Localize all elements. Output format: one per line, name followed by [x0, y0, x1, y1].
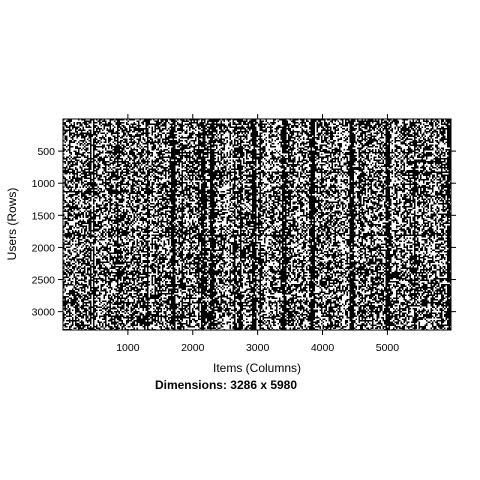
y-tick-label: 3000 — [32, 307, 56, 319]
dimensions-caption: Dimensions: 3286 x 5980 — [155, 378, 297, 392]
y-tick-label: 1500 — [32, 210, 56, 222]
x-tick-label: 1000 — [116, 342, 140, 354]
y-axis-label: Users (Rows) — [5, 188, 19, 261]
y-axis-tick-labels: 500 1000 1500 2000 2500 3000 — [32, 146, 56, 319]
x-tick-label: 5000 — [376, 342, 400, 354]
matrix-nonzero-cells — [63, 119, 452, 331]
x-axis-tick-labels: 1000 2000 3000 4000 5000 — [116, 342, 399, 354]
plot-panel-border — [62, 118, 452, 331]
x-axis-ticks — [127, 114, 388, 335]
y-tick-label: 1000 — [32, 178, 56, 190]
y-tick-label: 2000 — [32, 242, 56, 254]
y-tick-label: 500 — [37, 146, 55, 158]
x-tick-label: 2000 — [181, 342, 205, 354]
y-tick-label: 2500 — [32, 275, 56, 287]
x-tick-label: 4000 — [311, 342, 335, 354]
matrix-cells — [63, 119, 452, 331]
y-axis-ticks — [58, 150, 456, 313]
x-tick-label: 3000 — [246, 342, 270, 354]
x-axis-label: Items (Columns) — [213, 361, 301, 375]
